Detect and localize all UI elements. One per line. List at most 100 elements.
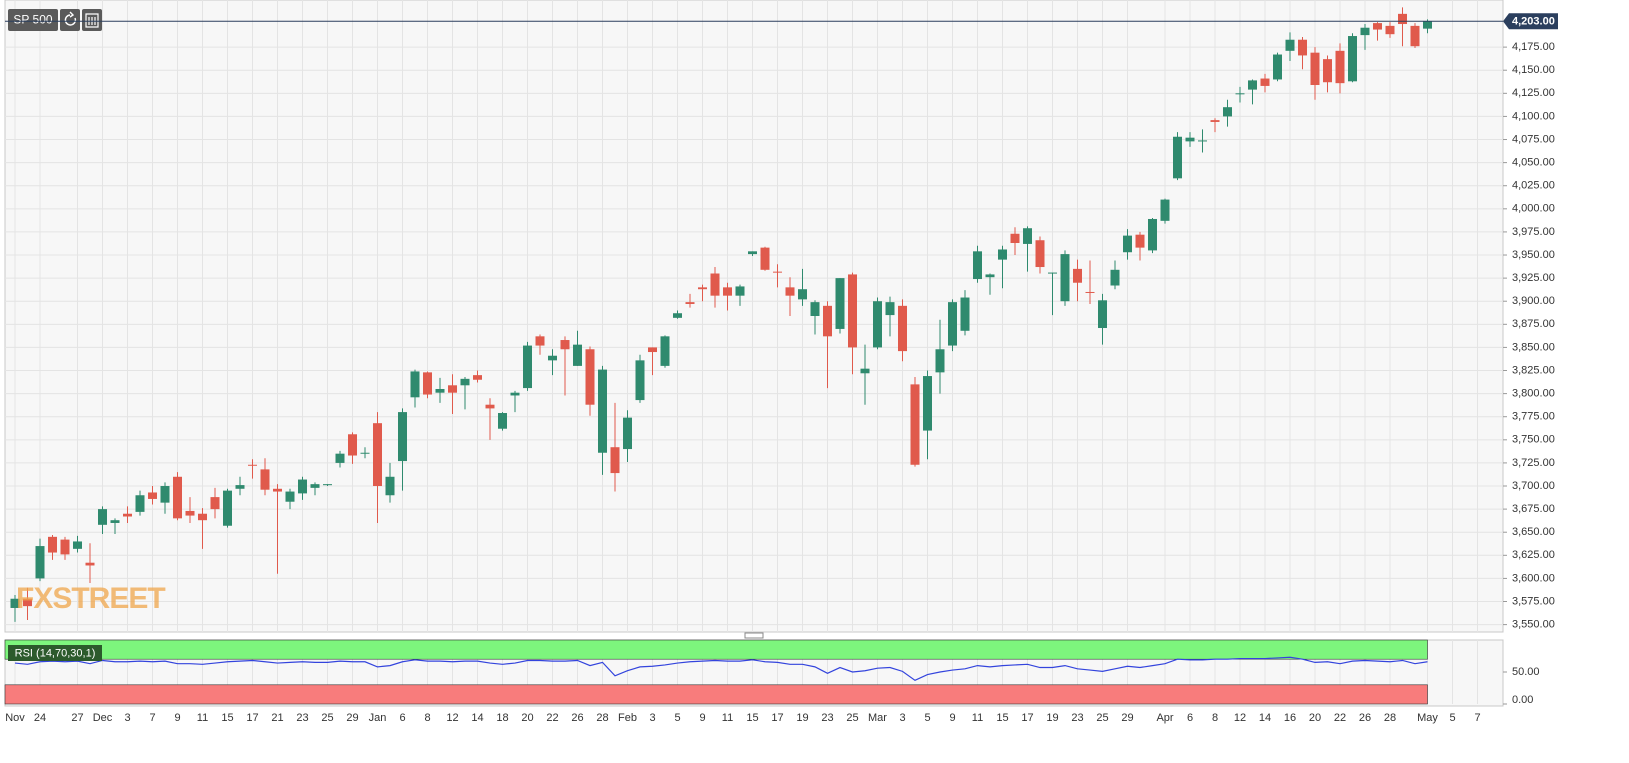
x-tick-label: 29 [346, 712, 358, 724]
candle-body [1360, 27, 1370, 36]
candle-body [1148, 218, 1157, 251]
candle-body [598, 369, 607, 453]
candle-body [398, 412, 407, 462]
y-tick-label: 3,875.00 [1512, 318, 1555, 330]
candle-body [185, 510, 195, 516]
watermark: FXSTREET [16, 582, 165, 615]
candle-body [835, 278, 845, 329]
x-tick-label: 28 [596, 712, 608, 724]
candle-body [173, 476, 182, 519]
candle-body [273, 488, 282, 492]
x-tick-label: 16 [1284, 712, 1296, 724]
rsi-label-box [8, 645, 102, 661]
candle-body [460, 378, 470, 386]
x-tick-label: 23 [1071, 712, 1083, 724]
plot-area [4, 0, 1504, 633]
panel-resize-handle[interactable] [744, 632, 764, 639]
candle-body [1260, 78, 1270, 86]
x-tick-label: 22 [546, 712, 558, 724]
x-tick-label: 9 [699, 712, 705, 724]
x-tick-label: Mar [868, 712, 887, 724]
candle-body [960, 297, 970, 331]
y-tick-label: 3,675.00 [1512, 503, 1555, 515]
candle-body [248, 464, 257, 466]
candle-body [685, 302, 695, 304]
x-tick-label: 9 [174, 712, 180, 724]
y-tick-label: 3,725.00 [1512, 457, 1555, 469]
candle-body [735, 286, 745, 296]
y-tick-label: 4,175.00 [1512, 41, 1555, 53]
y-tick-label: 3,575.00 [1512, 595, 1555, 607]
x-tick-label: 20 [521, 712, 533, 724]
candle-body [748, 251, 757, 255]
candle-body [985, 274, 995, 278]
y-tick-label: 3,975.00 [1512, 226, 1555, 238]
candle-body [935, 349, 945, 373]
x-tick-label: 25 [846, 712, 858, 724]
y-tick-label: 3,925.00 [1512, 272, 1555, 284]
candle-body [798, 289, 807, 300]
candle-body [623, 417, 632, 450]
candle-body [1298, 39, 1307, 56]
candle-body [1060, 254, 1070, 302]
candle-body [1335, 50, 1345, 84]
candle-body [535, 336, 545, 346]
candle-body [948, 302, 957, 346]
candle-body [1248, 80, 1257, 90]
rsi-line [14, 656, 1428, 682]
candle-body [1135, 234, 1145, 248]
x-tick-label: 17 [771, 712, 783, 724]
symbol-box[interactable] [8, 9, 58, 31]
x-tick-label: 3 [649, 712, 655, 724]
x-tick-label: 3 [124, 712, 130, 724]
x-tick-label: 15 [746, 712, 758, 724]
candle-body [23, 598, 32, 607]
candle-body [673, 313, 682, 318]
rsi-tick-label: 50.00 [1512, 666, 1540, 678]
x-tick-label: 9 [949, 712, 955, 724]
x-tick-label: 27 [71, 712, 83, 724]
candle-body [1123, 235, 1132, 253]
x-tick-label: Nov [5, 712, 25, 724]
x-tick-label: 18 [496, 712, 508, 724]
y-tick-label: 3,775.00 [1512, 411, 1555, 423]
y-tick-label: 3,825.00 [1512, 364, 1555, 376]
y-tick-label: 3,550.00 [1512, 619, 1555, 631]
symbol-label: SP 500 [13, 13, 52, 27]
y-tick-label: 3,850.00 [1512, 341, 1555, 353]
grid [4, 0, 1503, 705]
oversold-band [4, 684, 1428, 705]
x-tick-label: 7 [1474, 712, 1480, 724]
y-tick-label: 4,150.00 [1512, 64, 1555, 76]
refresh-button[interactable] [60, 9, 80, 31]
candle-body [648, 347, 657, 353]
y-tick-label: 4,125.00 [1512, 87, 1555, 99]
x-tick-label: 14 [471, 712, 483, 724]
y-tick-label: 3,750.00 [1512, 434, 1555, 446]
y-tick-label: 3,600.00 [1512, 572, 1555, 584]
x-tick-label: 8 [424, 712, 430, 724]
candle-body [335, 453, 345, 463]
candle-body [773, 271, 782, 273]
candle-body [1285, 39, 1295, 51]
candle-body [1210, 120, 1220, 122]
candle-body [1198, 140, 1207, 142]
y-tick-label: 4,075.00 [1512, 133, 1555, 145]
candle-body [1348, 36, 1357, 82]
x-tick-label: 7 [149, 712, 155, 724]
y-tick-label: 4,100.00 [1512, 110, 1555, 122]
candle-body [10, 598, 20, 608]
last-price-box [1503, 13, 1558, 30]
x-tick-label: 22 [1334, 712, 1346, 724]
candle-body [1110, 269, 1120, 286]
x-tick-label: 17 [246, 712, 258, 724]
candle-body [310, 484, 320, 488]
candle-body [1098, 300, 1107, 329]
x-tick-label: 12 [1234, 712, 1246, 724]
candle-body [1410, 25, 1420, 47]
candle-body [435, 388, 445, 393]
candle-body [660, 336, 670, 366]
x-tick-label: 26 [571, 712, 583, 724]
candle-body [635, 360, 645, 401]
x-tick-label: 6 [1187, 712, 1193, 724]
